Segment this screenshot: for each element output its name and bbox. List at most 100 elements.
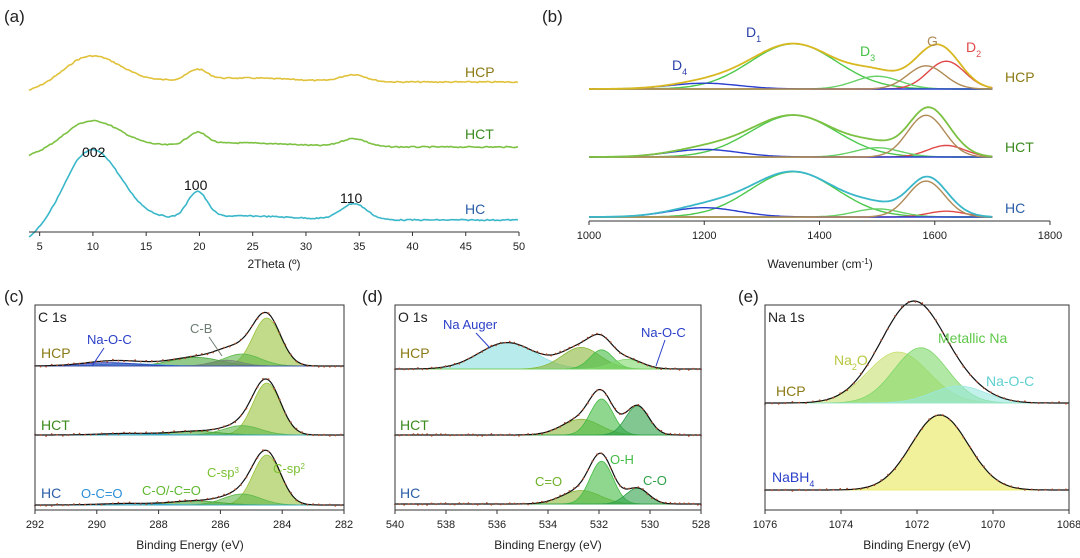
xps-data-point [312, 434, 314, 437]
xps-envelope-hc [395, 452, 701, 505]
panel-a: (a) 5 10 15 20 25 30 35 40 45 50 2Theta (º) HCP H… [4, 7, 525, 271]
xps-data-point [301, 431, 303, 434]
xps-data-point [1030, 402, 1033, 404]
xps-data-point [605, 457, 607, 459]
panel-a-tick-label: 25 [247, 241, 259, 253]
xps-data-point [777, 402, 780, 405]
xps-data-point [853, 382, 855, 385]
xps-data-point [770, 402, 773, 405]
panel-d-xlabel: Binding Energy (eV) [494, 538, 601, 552]
xps-data-point [95, 503, 98, 506]
xps-data-point [195, 429, 198, 432]
xps-data-point [900, 457, 903, 460]
xps-data-point [403, 368, 406, 371]
xps-data-point [444, 365, 447, 368]
xps-data-point [563, 492, 566, 495]
xps-data-point [541, 433, 543, 435]
xps-data-point [660, 368, 663, 370]
panel-b-xlabel-end: ) [869, 257, 873, 271]
xps-data-point [1024, 489, 1026, 491]
xps-data-point [586, 336, 589, 339]
xps-data-point [812, 400, 814, 403]
xps-data-point [317, 503, 320, 506]
xps-data-point [1003, 482, 1006, 485]
xps-data-point [536, 433, 539, 436]
panel-e-tick-label: 1074 [829, 519, 853, 531]
band-label-d2-sub: 2 [976, 49, 981, 59]
xps-data-point [642, 488, 644, 490]
xps-data-point [323, 365, 326, 368]
xps-data-point [421, 503, 424, 506]
xps-data-point [568, 490, 571, 492]
band-label-d4-base: D [672, 57, 682, 73]
peak-label-100: 100 [184, 177, 208, 193]
e-annot-metallic-na: Metallic Na [938, 330, 1007, 346]
xps-data-point [614, 477, 617, 479]
raman-envelope-hct [589, 106, 992, 158]
xps-data-point [495, 344, 497, 347]
xps-data-point [948, 342, 951, 345]
xps-data-point [251, 396, 253, 399]
xps-data-point [139, 432, 142, 435]
xps-data-point [628, 356, 630, 359]
xps-data-point [100, 360, 103, 363]
panel-b-tick-label: 1400 [807, 230, 831, 242]
xps-data-point [504, 434, 507, 436]
panel-d-label: (d) [362, 287, 383, 306]
raman-envelope-hcp [589, 42, 992, 90]
xps-data-point [846, 487, 848, 490]
xps-data-point [499, 503, 502, 506]
xps-data-point [900, 306, 903, 308]
panel-b-tick-label: 1000 [577, 230, 601, 242]
peak-label-002: 002 [82, 144, 106, 160]
xps-data-point [907, 300, 910, 303]
xps-data-point [948, 418, 951, 421]
xps-data-point [962, 365, 965, 368]
xps-data-point [935, 319, 937, 322]
panel-d-legend-hc: HC [400, 485, 420, 501]
xps-data-point [417, 433, 419, 436]
xps-data-point [596, 389, 598, 392]
panel-a-ticks: 5 10 15 20 25 30 35 40 45 50 [37, 232, 525, 253]
xps-data-point [398, 367, 401, 370]
xps-data-point [522, 433, 525, 436]
xps-data-point [162, 359, 164, 361]
xps-data-point [495, 434, 497, 436]
xps-data-point [582, 477, 585, 480]
xps-data-point [84, 362, 86, 365]
d-annot-na-o-c-pointer [655, 339, 666, 367]
xps-data-point [632, 357, 635, 360]
xps-data-point [674, 502, 676, 505]
xps-data-point [504, 341, 507, 344]
xps-data-point [458, 434, 461, 436]
panel-e-tick-label: 1076 [753, 519, 777, 531]
xps-data-point [453, 503, 456, 506]
xps-data-point [251, 466, 253, 468]
xps-data-point [403, 504, 406, 506]
xps-data-point [609, 467, 612, 469]
xps-data-point [228, 492, 231, 495]
xps-data-point [284, 343, 287, 346]
xps-data-point [921, 427, 924, 430]
xps-data-point [61, 364, 64, 366]
panel-d-element: O 1s [398, 309, 428, 325]
xps-data-point [623, 411, 626, 414]
xps-data-point [818, 399, 821, 402]
xps-data-point [189, 355, 192, 358]
c-annot-c-sp3-sup: 3 [234, 466, 239, 475]
xrd-trace-hc [28, 148, 518, 238]
xps-data-point [412, 503, 415, 505]
xps-data-point [73, 362, 75, 365]
xps-data-point [117, 359, 120, 362]
xps-data-point [139, 503, 142, 505]
xps-data-point [554, 428, 557, 430]
xps-data-point [941, 331, 944, 334]
xrd-trace-hct [28, 119, 519, 157]
panel-a-tick-label: 10 [87, 241, 99, 253]
xps-data-point [273, 387, 276, 390]
xps-data-point [50, 433, 53, 435]
xps-data-point [914, 436, 917, 439]
xps-data-point [697, 434, 699, 437]
xps-data-point [106, 502, 109, 505]
xps-data-point [559, 350, 562, 353]
